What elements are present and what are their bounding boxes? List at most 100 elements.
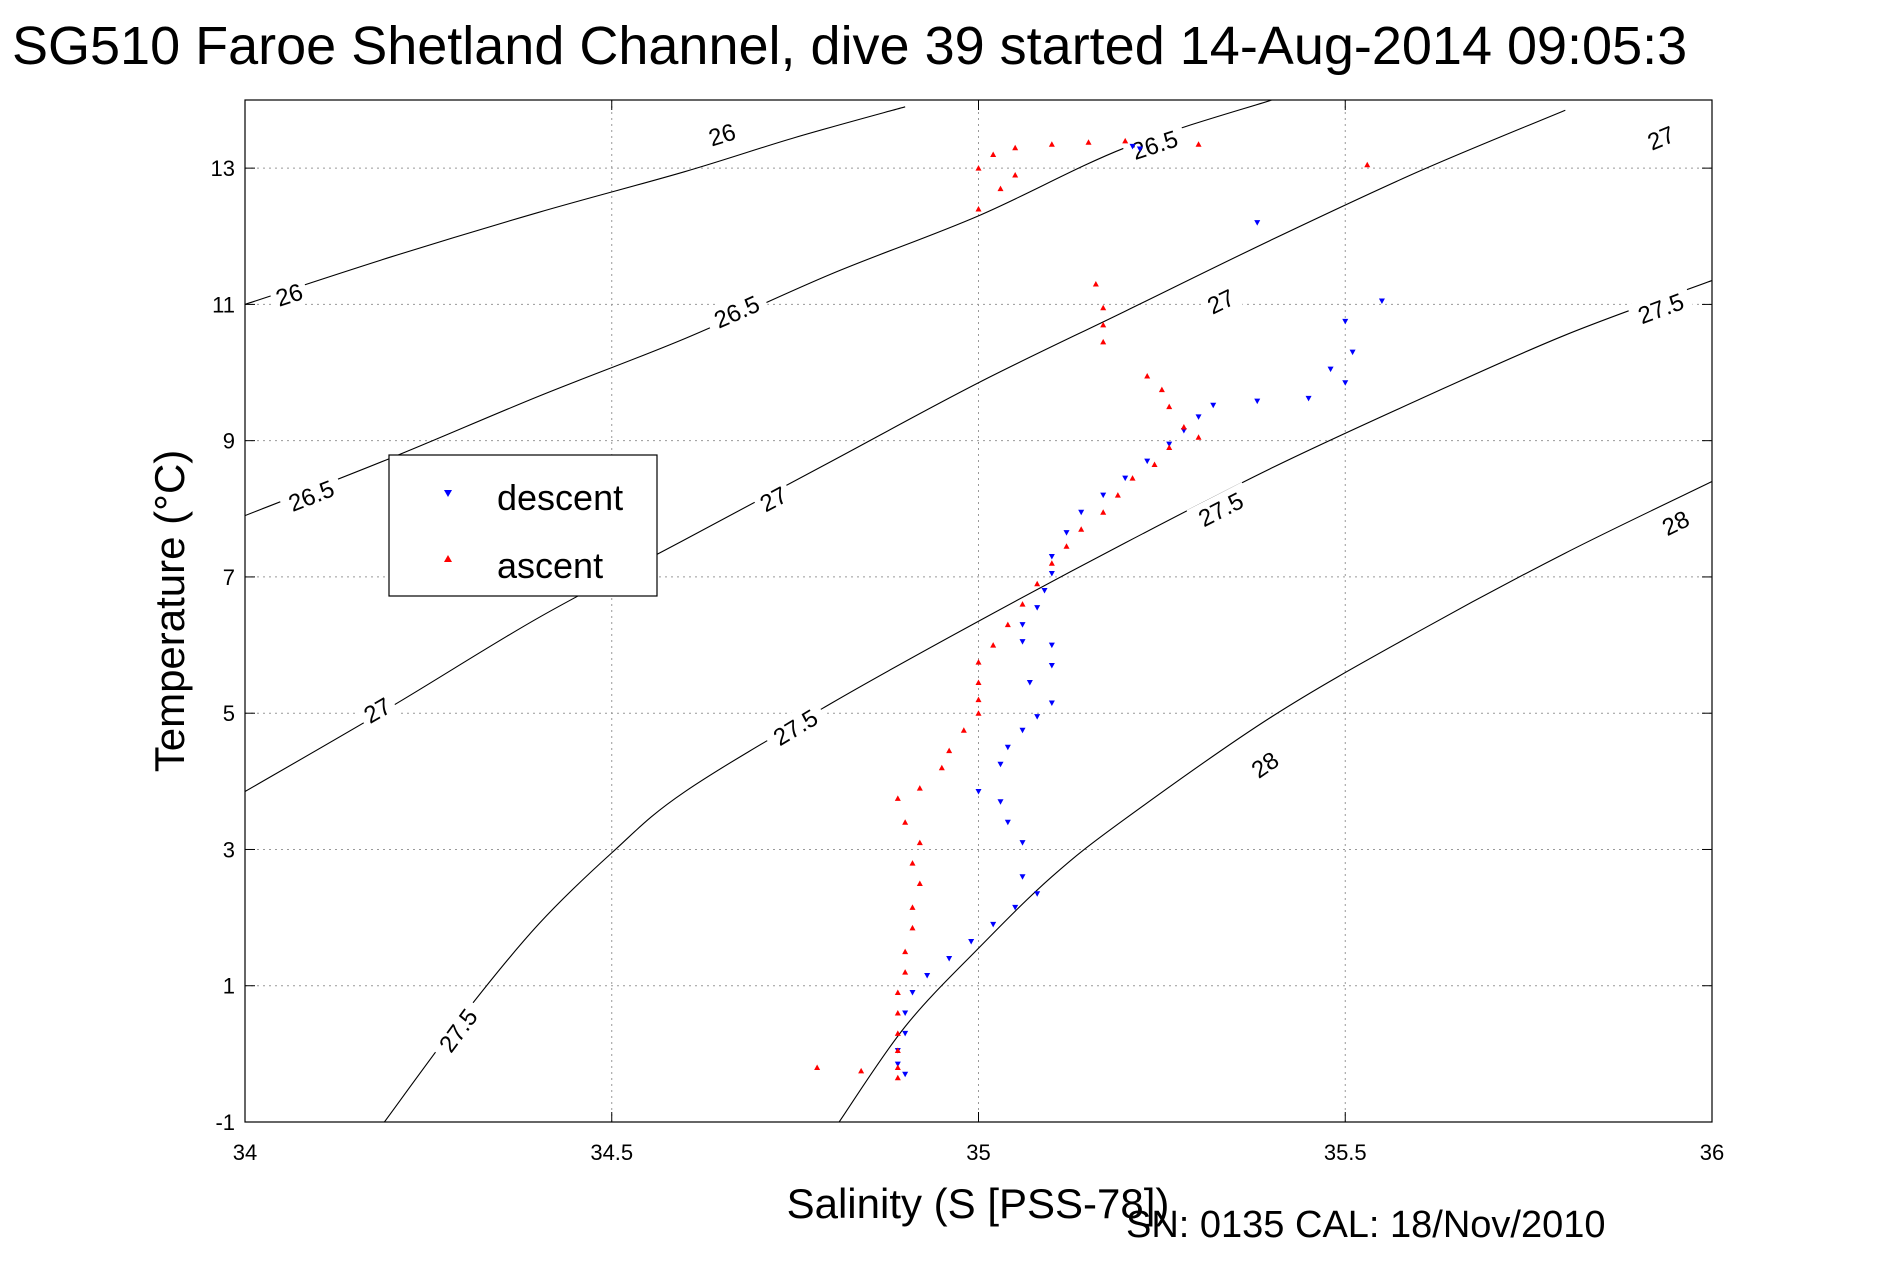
ascent-point	[1151, 461, 1158, 468]
contour-label-bg	[354, 688, 400, 731]
descent-point	[1041, 588, 1048, 594]
descent-point	[1034, 714, 1041, 720]
ascent-point	[997, 185, 1004, 192]
ascent-point	[909, 860, 916, 866]
descent-point	[902, 1030, 909, 1037]
ascent-point	[894, 1064, 901, 1070]
ascent-point	[975, 165, 982, 171]
ascent-point	[902, 969, 909, 975]
descent-point	[902, 1071, 909, 1078]
contour-label-bg	[1241, 742, 1288, 787]
x-tick-label: 34	[233, 1140, 257, 1165]
ascent-point	[1004, 621, 1011, 628]
data-series	[814, 137, 1385, 1081]
descent-point	[1048, 642, 1055, 649]
ascent-point	[894, 1009, 901, 1016]
legend-descent-marker	[444, 490, 452, 497]
x-tick-label: 35.5	[1324, 1140, 1367, 1165]
ascent-point	[1180, 424, 1187, 430]
ascent-point	[894, 989, 901, 996]
descent-point	[1144, 458, 1151, 465]
contour-label-bg	[702, 285, 771, 337]
ascent-point	[1034, 580, 1041, 587]
ascent-point	[1019, 601, 1026, 607]
descent-point	[1034, 891, 1041, 897]
y-tick-label: 13	[211, 156, 235, 181]
descent-point	[1048, 663, 1055, 669]
descent-point	[1026, 680, 1033, 686]
descent-point	[1327, 366, 1334, 373]
descent-point	[1100, 492, 1107, 499]
serial-calibration-note: SN: 0135 CAL: 18/Nov/2010	[1126, 1204, 1606, 1246]
descent-point	[1004, 819, 1011, 826]
ascent-point	[894, 1030, 901, 1036]
ascent-point	[1166, 403, 1173, 410]
legend-box	[388, 454, 658, 597]
contour-line-28	[838, 481, 1712, 1122]
descent-point	[1305, 395, 1312, 402]
contour-label-bg	[1120, 121, 1189, 168]
descent-point	[990, 921, 997, 928]
ascent-point	[1166, 444, 1173, 450]
contour-line-26	[245, 106, 906, 305]
descent-point	[1019, 727, 1026, 734]
contour-label-bg	[750, 477, 796, 520]
descent-point	[1166, 441, 1173, 448]
contour-label-bg	[1198, 280, 1243, 322]
descent-point	[1129, 143, 1136, 150]
contour-label-bg	[1653, 501, 1698, 543]
ascent-point	[916, 785, 923, 791]
descent-point	[902, 1010, 909, 1016]
ascent-point	[975, 696, 982, 703]
ascent-point	[1048, 141, 1055, 147]
ascent-point	[975, 206, 982, 212]
ascent-point	[1100, 304, 1107, 311]
x-axis-ticks: 34 34.5 35 35.5 36	[233, 100, 1724, 1165]
ascent-point	[990, 642, 997, 648]
descent-point	[1210, 402, 1217, 409]
descent-point	[1342, 318, 1349, 325]
ascent-point	[1092, 280, 1099, 287]
y-tick-label: 3	[223, 837, 235, 862]
ascent-point	[960, 727, 967, 733]
descent-point	[1063, 530, 1070, 536]
legend: descent ascent	[388, 454, 658, 597]
ascent-point	[1063, 543, 1070, 549]
ascent-point	[1100, 321, 1107, 328]
descent-point	[1254, 398, 1261, 405]
descent-point	[946, 955, 953, 962]
ascent-point	[938, 764, 945, 771]
ascent-point	[975, 710, 982, 716]
ascent-point	[1364, 161, 1371, 168]
contour-line-27	[245, 109, 1566, 793]
contour-label-bg	[1626, 283, 1695, 332]
ascent-point	[1100, 509, 1107, 515]
chart-title: SG510 Faroe Shetland Channel, dive 39 st…	[12, 16, 1688, 76]
descent-point	[1019, 840, 1026, 846]
contour-label-bg	[761, 698, 829, 755]
y-tick-label: 1	[223, 974, 235, 999]
contour-label-bg	[428, 996, 488, 1064]
descent-point	[1048, 553, 1055, 560]
ascent-point	[990, 151, 997, 158]
contour-label-bg	[1186, 482, 1255, 536]
descent-point	[1078, 509, 1085, 516]
x-tick-label: 34.5	[590, 1140, 633, 1165]
x-tick-label: 36	[1700, 1140, 1724, 1165]
descent-point	[997, 761, 1004, 768]
ascent-point	[916, 880, 923, 887]
legend-ascent-label: ascent	[497, 545, 603, 586]
y-axis-label: Temperature (°C)	[146, 450, 193, 773]
descent-point	[1048, 700, 1055, 706]
ascent-point	[902, 819, 909, 825]
descent-point	[1004, 744, 1011, 751]
ascent-point	[1122, 137, 1129, 144]
ascent-point	[1078, 526, 1085, 532]
y-tick-label: 11	[212, 292, 235, 317]
descent-point	[1012, 904, 1019, 911]
descent-point	[1122, 475, 1129, 482]
descent-point	[1019, 622, 1026, 628]
